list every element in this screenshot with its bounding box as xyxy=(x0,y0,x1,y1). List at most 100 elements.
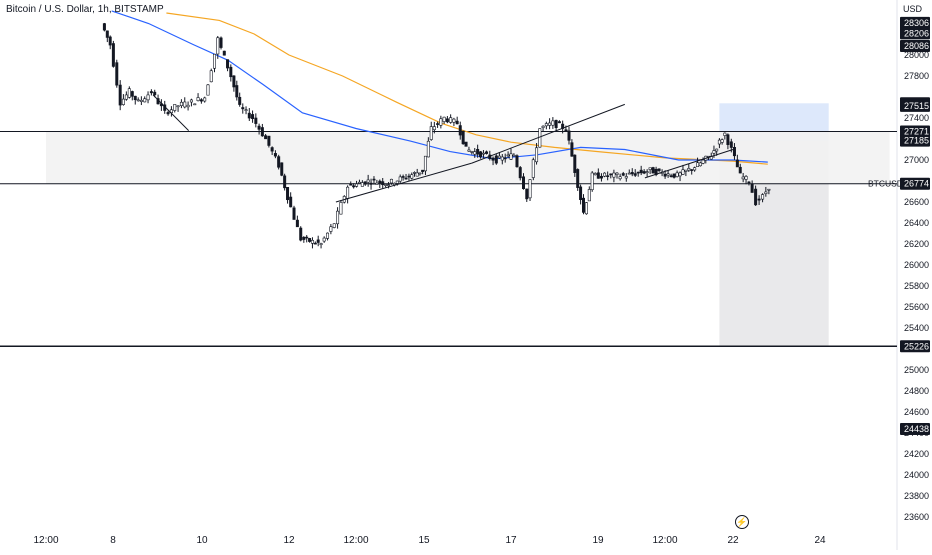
candle-body xyxy=(718,140,720,144)
symbol-label: BTCUSD xyxy=(868,179,903,189)
candle-body xyxy=(622,173,624,175)
candle-body xyxy=(449,118,451,123)
y-tick-label: 26200 xyxy=(904,239,929,249)
candle-body xyxy=(300,228,302,240)
candle-body xyxy=(465,142,467,146)
candle-body xyxy=(594,173,596,174)
candle-body xyxy=(271,148,273,152)
x-tick-label: 22 xyxy=(727,535,739,546)
candle-body xyxy=(311,240,313,243)
candle-body xyxy=(131,91,133,96)
candle-body xyxy=(390,179,392,183)
candle-body xyxy=(140,100,142,101)
candle-body xyxy=(236,85,238,97)
price-badge-label: 26774 xyxy=(904,179,929,189)
candle-body xyxy=(532,160,534,178)
y-tick-label: 26600 xyxy=(904,197,929,207)
candle-body xyxy=(552,121,554,125)
zone-consolidation xyxy=(46,132,890,184)
candle-body xyxy=(588,189,590,200)
candle-body xyxy=(453,119,455,122)
candle-body xyxy=(685,170,687,171)
x-tick-label: 24 xyxy=(814,535,826,546)
candle-body xyxy=(308,238,310,241)
candle-body xyxy=(281,163,283,176)
candle-body xyxy=(317,240,319,243)
candle-body xyxy=(555,120,557,127)
candle-body xyxy=(754,189,756,205)
x-tick-label: 10 xyxy=(196,535,208,546)
candle-body xyxy=(223,51,225,55)
candle-body xyxy=(433,127,435,130)
candle-body xyxy=(545,124,547,126)
candle-body xyxy=(597,173,599,179)
candle-body xyxy=(137,100,139,101)
y-tick-label: 24000 xyxy=(904,470,929,480)
y-tick-label: 25000 xyxy=(904,365,929,375)
candle-body xyxy=(376,183,378,185)
candle-body xyxy=(333,224,335,228)
candle-body xyxy=(323,238,325,241)
y-tick-label: 25800 xyxy=(904,281,929,291)
candle-body xyxy=(751,184,753,192)
candle-body xyxy=(396,181,398,183)
candle-body xyxy=(670,176,672,177)
candle-body xyxy=(696,163,698,167)
candle-body xyxy=(207,85,209,95)
candle-body xyxy=(370,183,372,184)
candle-body xyxy=(364,182,366,185)
candle-body xyxy=(103,24,105,31)
candle-body xyxy=(664,174,666,176)
candle-body xyxy=(174,104,176,110)
candle-body xyxy=(411,175,413,179)
candle-body xyxy=(134,96,136,100)
y-tick-label: 27800 xyxy=(904,71,929,81)
candle-body xyxy=(144,99,146,102)
candle-body xyxy=(258,126,260,129)
candle-body xyxy=(350,184,352,185)
candle-body xyxy=(405,178,407,179)
candle-body xyxy=(516,156,518,167)
trend-line[interactable] xyxy=(153,95,189,131)
candle-body xyxy=(373,179,375,180)
candle-body xyxy=(585,203,587,214)
candle-body xyxy=(628,173,630,174)
y-tick-label: 27000 xyxy=(904,155,929,165)
candle-body xyxy=(326,233,328,238)
candle-body xyxy=(242,108,244,109)
candle-body xyxy=(535,148,537,162)
y-tick-label: 24200 xyxy=(904,449,929,459)
candle-body xyxy=(402,176,404,177)
candle-body xyxy=(699,163,701,166)
candle-body xyxy=(510,154,512,160)
candle-body xyxy=(610,174,612,175)
candle-body xyxy=(187,105,189,107)
candle-body xyxy=(382,182,384,185)
price-badge-label: 28206 xyxy=(904,28,929,38)
candle-body xyxy=(367,180,369,182)
lightning-icon[interactable]: ⚡ xyxy=(735,515,749,529)
candle-body xyxy=(721,140,723,143)
candle-body xyxy=(745,176,747,179)
candle-body xyxy=(558,122,560,123)
candle-body xyxy=(702,160,704,163)
candle-body xyxy=(574,155,576,173)
candle-body xyxy=(646,172,648,173)
candle-body xyxy=(471,151,473,152)
candle-body xyxy=(303,237,305,239)
candle-body xyxy=(379,181,381,183)
candle-body xyxy=(268,136,270,145)
candle-body xyxy=(286,187,288,199)
candle-body xyxy=(384,184,386,185)
x-tick-label: 12:00 xyxy=(652,535,677,546)
candle-body xyxy=(579,187,581,200)
candle-body xyxy=(591,173,593,190)
candle-body xyxy=(529,180,531,198)
candle-body xyxy=(446,119,448,122)
candle-body xyxy=(264,136,266,139)
candle-body xyxy=(765,192,767,194)
candle-body xyxy=(122,99,124,105)
candle-body xyxy=(220,38,222,48)
